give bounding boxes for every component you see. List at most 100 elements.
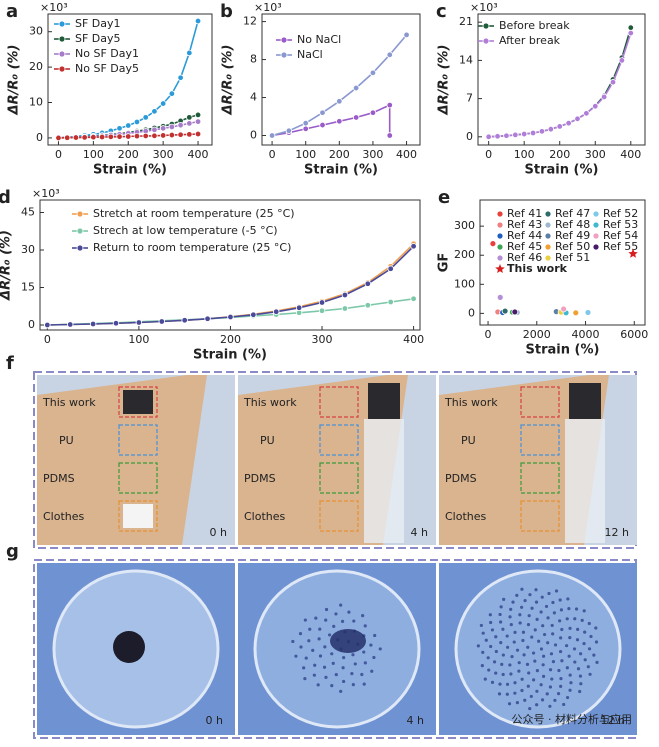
fragment bbox=[553, 698, 557, 702]
fragment bbox=[587, 621, 591, 626]
point bbox=[58, 35, 66, 43]
y-axis-title: ΔR/R₀ (%) bbox=[0, 230, 14, 301]
fragment bbox=[307, 639, 311, 643]
point bbox=[496, 243, 504, 251]
point bbox=[151, 126, 158, 133]
fragment bbox=[559, 684, 563, 688]
fragment bbox=[592, 653, 596, 657]
fragment bbox=[513, 691, 517, 695]
point bbox=[583, 110, 590, 117]
x-tick-label: 200 bbox=[220, 333, 241, 346]
legend-label: Ref 51 bbox=[555, 251, 590, 264]
legend-label: Strech at low temperature (-5 °C) bbox=[93, 224, 278, 237]
y-axis-title: ΔR/R₀ (%) bbox=[7, 45, 22, 116]
fragment bbox=[579, 682, 583, 686]
fragment bbox=[535, 689, 539, 693]
fragment bbox=[530, 606, 534, 610]
point bbox=[627, 29, 634, 37]
fragment bbox=[523, 698, 527, 702]
fragment bbox=[559, 608, 564, 612]
fragment bbox=[509, 607, 513, 611]
fragment bbox=[487, 668, 491, 672]
fragment bbox=[362, 682, 366, 686]
fragment bbox=[583, 630, 587, 634]
fragment bbox=[513, 630, 517, 634]
time-label: 4 h bbox=[407, 714, 424, 727]
x-tick-label: 300 bbox=[312, 333, 333, 346]
fragment bbox=[339, 603, 343, 607]
fragment bbox=[560, 627, 564, 632]
sample-label: Clothes bbox=[43, 510, 85, 523]
fragment bbox=[582, 641, 586, 646]
series-line bbox=[47, 298, 414, 326]
y-tick-label: 21 bbox=[459, 15, 473, 28]
x-axis-title: Strain (%) bbox=[526, 343, 600, 358]
fragment bbox=[565, 695, 570, 700]
point bbox=[58, 20, 66, 28]
point bbox=[496, 293, 504, 301]
fragment bbox=[360, 672, 364, 677]
point bbox=[116, 133, 123, 140]
fragment bbox=[567, 654, 571, 658]
point bbox=[142, 114, 149, 121]
y-tick-label: 7 bbox=[466, 92, 473, 105]
fragment bbox=[526, 684, 530, 688]
fragment bbox=[351, 683, 355, 687]
fragment bbox=[582, 609, 586, 613]
fragment bbox=[298, 632, 303, 636]
y-tick-label: 45 bbox=[21, 206, 35, 219]
point bbox=[204, 315, 211, 322]
fragment bbox=[539, 610, 543, 614]
fragment bbox=[586, 665, 590, 669]
fragment bbox=[378, 647, 382, 651]
point bbox=[341, 291, 349, 299]
fragment bbox=[324, 618, 328, 622]
x-tick-label: 0 bbox=[485, 328, 492, 341]
point bbox=[125, 133, 132, 140]
fragment bbox=[513, 681, 517, 685]
legend-label: Ref 43 bbox=[507, 218, 542, 231]
legend-label: Ref 45 bbox=[507, 240, 542, 253]
plot-frame bbox=[477, 13, 646, 146]
fragment bbox=[542, 632, 547, 637]
point bbox=[159, 125, 167, 132]
point bbox=[302, 125, 309, 133]
fragment bbox=[322, 665, 327, 669]
fragment bbox=[540, 595, 544, 599]
fragment bbox=[361, 614, 365, 618]
fragment bbox=[568, 673, 572, 677]
fragment bbox=[340, 619, 345, 623]
sample-label: Clothes bbox=[445, 510, 487, 523]
fragment bbox=[552, 611, 556, 615]
fragment bbox=[568, 626, 572, 630]
x-tick-label: 2000 bbox=[523, 328, 551, 341]
fragment bbox=[545, 692, 549, 696]
fragment bbox=[564, 644, 569, 648]
point bbox=[133, 118, 141, 126]
point bbox=[592, 210, 600, 218]
fragment bbox=[517, 661, 521, 665]
fragment bbox=[518, 613, 522, 617]
y-multiplier: ×10³ bbox=[254, 1, 282, 14]
sample-box bbox=[520, 386, 560, 418]
fragment bbox=[342, 656, 346, 660]
sample-label: This work bbox=[243, 396, 297, 409]
plot-frame bbox=[47, 13, 213, 146]
y-tick-label: 30 bbox=[29, 25, 43, 38]
legend-label: This work bbox=[507, 262, 568, 275]
fragment bbox=[566, 597, 570, 601]
y-multiplier: ×10³ bbox=[470, 1, 498, 14]
fragment bbox=[565, 617, 569, 621]
point bbox=[319, 109, 326, 116]
sample-label: PU bbox=[461, 434, 476, 447]
fragment bbox=[373, 633, 377, 638]
fragment bbox=[486, 656, 490, 660]
point bbox=[133, 132, 141, 140]
x-tick-label: 400 bbox=[620, 148, 641, 161]
point bbox=[158, 318, 165, 325]
fragment bbox=[317, 637, 321, 641]
fragment bbox=[559, 636, 563, 640]
point bbox=[556, 123, 563, 130]
point bbox=[125, 122, 132, 129]
legend-label: Ref 50 bbox=[555, 240, 590, 253]
